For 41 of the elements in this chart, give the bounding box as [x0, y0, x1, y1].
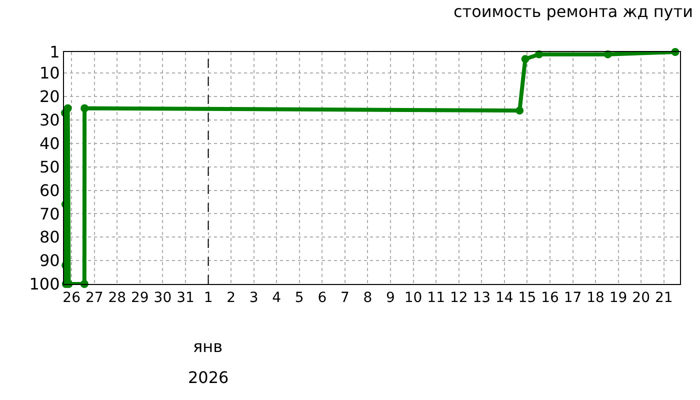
- x-tick-label: 19: [609, 290, 628, 306]
- x-tick-label: 28: [108, 290, 126, 306]
- chart-title: стоимость ремонта жд пути: [453, 2, 693, 22]
- x-tick-label: 2: [226, 290, 236, 306]
- x-tick-label: 4: [272, 290, 282, 306]
- x-tick-label: 31: [176, 290, 194, 306]
- x-tick-label: 1: [204, 290, 213, 306]
- x-tick-label: 29: [131, 290, 149, 306]
- x-tick-label: 17: [564, 290, 582, 306]
- y-tick-label: 10: [39, 64, 60, 83]
- text: янв: [193, 337, 223, 356]
- x-tick-label: 26: [62, 290, 81, 306]
- y-tick-label: 20: [39, 87, 60, 106]
- x-tick-label: 7: [340, 290, 350, 306]
- x-tick-label: 15: [518, 290, 536, 306]
- y-tick-label: 40: [39, 134, 60, 153]
- y-tick-label: 80: [39, 228, 60, 247]
- y-tick-label: 100: [29, 274, 60, 294]
- x-tick-label: 8: [363, 290, 372, 306]
- x-tick-label: 9: [386, 290, 395, 306]
- x-tick-label: 27: [85, 290, 104, 306]
- text: 2026: [188, 368, 229, 387]
- y-tick-label: 1: [50, 42, 60, 62]
- x-tick-label: 18: [586, 290, 604, 306]
- x-tick-label: 11: [427, 290, 445, 306]
- x-tick-label: 16: [541, 290, 559, 306]
- x-tick-label: 6: [318, 290, 327, 306]
- y-tick-label: 30: [39, 110, 60, 130]
- x-tick-label: 30: [154, 290, 172, 306]
- x-tick-label: 3: [249, 290, 258, 306]
- y-tick-label: 70: [39, 204, 60, 224]
- x-tick-label: 12: [450, 290, 468, 306]
- x-tick-label: 21: [654, 290, 673, 306]
- x-tick-label: 10: [404, 290, 422, 306]
- y-tick-label: 50: [39, 157, 60, 176]
- x-tick-label: 13: [472, 290, 491, 306]
- x-tick-label: 5: [294, 290, 304, 306]
- x-tick-label: 20: [632, 290, 650, 306]
- x-tick-label: 14: [495, 290, 514, 306]
- y-tick-label: 60: [39, 180, 60, 200]
- y-tick-label: 90: [39, 251, 60, 270]
